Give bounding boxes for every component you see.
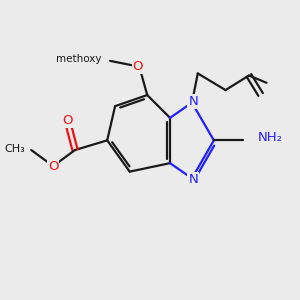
- Text: CH₃: CH₃: [4, 143, 26, 154]
- Text: N: N: [188, 173, 198, 186]
- Text: N: N: [188, 95, 198, 108]
- Text: O: O: [62, 114, 73, 127]
- Text: O: O: [133, 60, 143, 73]
- Text: O: O: [48, 160, 58, 172]
- Text: methoxy: methoxy: [56, 54, 101, 64]
- Text: NH₂: NH₂: [258, 131, 283, 144]
